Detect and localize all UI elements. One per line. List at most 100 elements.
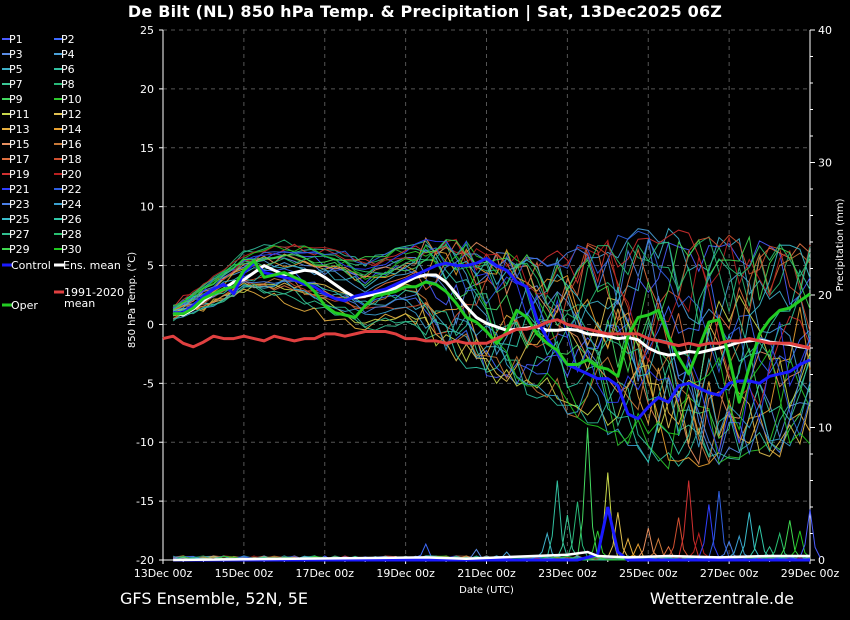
member-line-p2	[173, 268, 811, 378]
precip-spike	[556, 514, 578, 558]
precip-member-line	[173, 555, 810, 561]
legend-label-p8: P8	[61, 78, 75, 91]
precip-member-line	[172, 555, 810, 561]
series-line-control	[173, 257, 811, 421]
legend-label-p26: P26	[61, 213, 82, 226]
precip-member-line	[173, 555, 811, 561]
precip-spike	[627, 542, 649, 558]
member-line-p15	[172, 236, 811, 466]
precip-spike	[415, 542, 437, 558]
member-line-p1	[172, 240, 811, 385]
y-tick-label: 5	[147, 260, 154, 273]
precip-member-line	[173, 555, 811, 561]
y-tick-label: 10	[140, 201, 154, 214]
precip-spike	[769, 531, 791, 558]
member-line-p21	[172, 238, 811, 454]
x-tick-label: 21Dec 00z	[457, 567, 516, 580]
member-line-p16	[172, 252, 811, 465]
precip-spike	[678, 480, 700, 558]
legend-label-p20: P20	[61, 168, 82, 181]
precip-member-line	[172, 555, 811, 561]
precip-spike	[718, 540, 740, 558]
member-line-p27	[172, 246, 811, 401]
precip-member-line	[173, 555, 811, 561]
y2-tick-label: 20	[818, 289, 832, 302]
member-line-p24	[172, 278, 811, 464]
legend-label-p15: P15	[9, 138, 30, 151]
precip-spike	[607, 512, 629, 558]
member-line-p13	[172, 287, 811, 458]
precip-spike	[779, 520, 801, 558]
precip-member-line	[173, 555, 810, 561]
y2-tick-label: 40	[818, 24, 832, 37]
source-label: Wetterzentrale.de	[649, 589, 794, 608]
member-line-p8	[172, 236, 811, 330]
plot-area: -20 -15 -10 -5 0 5 10 15 20 25 13Dec 00z 15Dec 00z 1…	[127, 24, 846, 596]
precip-spike	[587, 530, 609, 558]
member-line-p5	[173, 227, 811, 358]
y-tick-label: 0	[147, 318, 154, 331]
precip-member-line	[173, 555, 810, 561]
legend-label-p24: P24	[61, 198, 82, 211]
precip-member-line	[173, 555, 811, 561]
legend-label-p4: P4	[61, 48, 75, 61]
member-line-p10	[172, 240, 811, 470]
precip-spike	[546, 480, 568, 558]
legend-label-p17: P17	[9, 153, 30, 166]
precip-spike	[738, 512, 760, 558]
legend-label-p2: P2	[61, 33, 75, 46]
legend-label-p14: P14	[61, 123, 82, 136]
y2-axis-label: Precipitation (mm)	[835, 198, 846, 291]
legend-label-p13: P13	[9, 123, 30, 136]
y-tick-label: 20	[140, 83, 154, 96]
y2-tick-label: 0	[818, 554, 825, 567]
precip-spike	[647, 537, 669, 558]
precip-member-line	[172, 555, 810, 561]
precip-member-line	[173, 555, 811, 561]
member-line-p12	[172, 282, 811, 458]
legend-label-p29: P29	[9, 243, 30, 256]
precip-spike	[577, 427, 599, 558]
series-line-ens-mean	[172, 264, 811, 357]
legend-label-p30: P30	[61, 243, 82, 256]
precip-spike	[597, 472, 619, 558]
precip-spike	[728, 534, 750, 558]
y-tick-label: -10	[136, 436, 154, 449]
legend-label-p1: P1	[9, 33, 23, 46]
x-tick-label: 27Dec 00z	[700, 567, 759, 580]
precip-member-line	[173, 555, 811, 561]
precip-spike	[637, 528, 659, 558]
member-line-p14	[172, 248, 811, 468]
legend-label-p12: P12	[61, 108, 82, 121]
member-line-p4	[172, 228, 811, 393]
legend-label-p27: P27	[9, 228, 30, 241]
model-label: GFS Ensemble, 52N, 5E	[120, 589, 308, 608]
precip-spike	[688, 531, 710, 558]
y-axis-label: 850 hPa Temp. (°C)	[127, 252, 138, 348]
legend-label-p7: P7	[9, 78, 23, 91]
precip-spike	[496, 551, 517, 559]
legend-label-p18: P18	[61, 153, 82, 166]
member-line-p26	[172, 268, 811, 464]
legend-label-p16: P16	[61, 138, 82, 151]
precip-member-line	[172, 555, 810, 561]
precip-member-line	[173, 555, 810, 561]
legend-label-p23: P23	[9, 198, 30, 211]
legend-label-p11: P11	[9, 108, 30, 121]
member-line-p22	[172, 230, 811, 438]
member-line-p25	[172, 244, 811, 408]
member-line-p6	[172, 240, 811, 468]
member-line-p18	[173, 234, 811, 371]
precip-member-line	[173, 555, 811, 561]
precip-member-line	[173, 555, 811, 561]
precip-spike	[759, 545, 780, 558]
precip-spike	[314, 555, 336, 560]
precip-member-line	[173, 555, 810, 561]
precip-member-line	[172, 555, 810, 561]
member-line-p11	[173, 283, 811, 433]
precip-control-line	[173, 506, 810, 562]
member-line-p17	[172, 241, 811, 398]
legend-label-ens-mean: Ens. mean	[63, 259, 121, 272]
precip-member-line	[172, 555, 811, 561]
